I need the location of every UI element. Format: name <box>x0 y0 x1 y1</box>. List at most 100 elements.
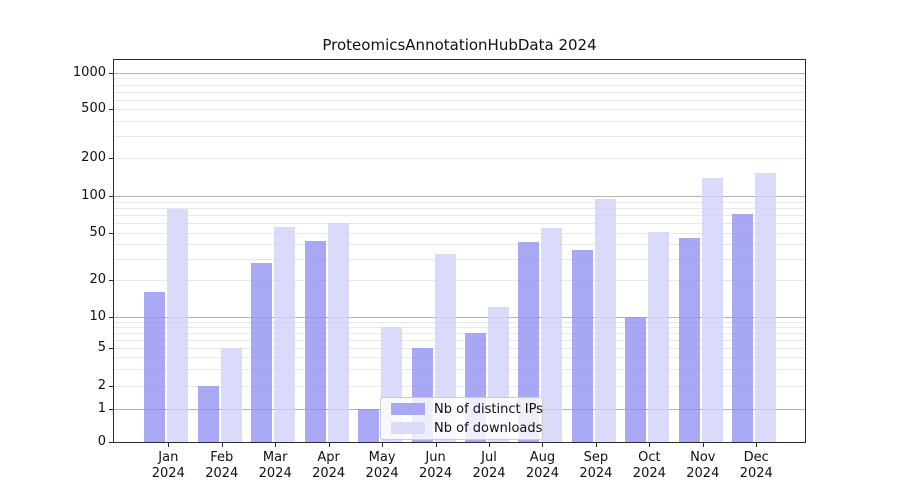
y-tick-label: 100 <box>81 188 106 203</box>
minor-gridline <box>114 326 805 328</box>
x-tick-year: 2024 <box>419 466 453 481</box>
bar-downloads <box>327 223 349 442</box>
x-tick-label: Feb 2024 <box>194 450 250 482</box>
x-tick-month: Oct <box>638 450 661 465</box>
x-tick-label: Dec 2024 <box>728 450 784 482</box>
minor-gridline <box>114 348 805 349</box>
minor-gridline <box>114 120 805 122</box>
y-tick-label: 2 <box>97 378 106 393</box>
bar-distinct-ips <box>571 249 593 442</box>
y-tick-label: 500 <box>81 101 106 116</box>
x-tick-month: Nov <box>690 450 716 465</box>
legend-swatch-downloads <box>391 422 425 434</box>
minor-gridline <box>114 259 805 261</box>
minor-gridline <box>114 369 805 371</box>
x-tick-label: Jul 2024 <box>461 450 517 482</box>
bar-downloads <box>594 198 616 442</box>
x-tick-mark <box>168 443 170 447</box>
bar-distinct-ips <box>625 317 647 442</box>
bar-distinct-ips <box>732 213 754 442</box>
x-tick-label: Aug 2024 <box>514 450 570 482</box>
x-tick-month: Aug <box>529 450 556 465</box>
minor-gridline <box>114 99 805 101</box>
legend-label-distinct-ips: Nb of distinct IPs <box>434 401 543 417</box>
y-tick-mark <box>109 442 113 443</box>
x-tick-year: 2024 <box>258 466 292 481</box>
x-tick-mark <box>221 443 223 447</box>
minor-gridline <box>114 201 805 203</box>
bar-distinct-ips <box>304 240 326 442</box>
x-tick-year: 2024 <box>739 466 773 481</box>
x-tick-label: Apr 2024 <box>301 450 357 482</box>
x-tick-year: 2024 <box>312 466 346 481</box>
y-tick-mark <box>109 386 113 387</box>
major-gridline <box>114 317 805 318</box>
x-tick-mark <box>435 443 437 447</box>
legend-label-downloads: Nb of downloads <box>434 420 543 436</box>
x-tick-month: May <box>368 450 396 465</box>
bar-downloads <box>167 209 189 442</box>
x-tick-label: Nov 2024 <box>675 450 731 482</box>
x-tick-year: 2024 <box>525 466 559 481</box>
x-tick-mark <box>275 443 277 447</box>
minor-gridline <box>114 280 805 281</box>
chart-title: ProteomicsAnnotationHubData 2024 <box>322 36 597 54</box>
x-tick-mark <box>756 443 758 447</box>
bar-distinct-ips <box>144 291 166 442</box>
x-tick-mark <box>702 443 704 447</box>
x-tick-label: Jun 2024 <box>408 450 464 482</box>
y-tick-label: 200 <box>81 150 106 165</box>
x-tick-year: 2024 <box>632 466 666 481</box>
y-tick-label: 20 <box>89 272 106 287</box>
y-tick-mark <box>109 109 113 110</box>
y-tick-label: 50 <box>89 225 106 240</box>
x-tick-year: 2024 <box>151 466 185 481</box>
bar-distinct-ips <box>678 238 700 442</box>
major-gridline <box>114 196 805 197</box>
minor-gridline <box>114 339 805 341</box>
y-tick-mark <box>109 233 113 234</box>
bar-distinct-ips <box>197 386 219 442</box>
bar-distinct-ips <box>518 241 540 442</box>
bar-downloads <box>434 254 456 442</box>
x-tick-year: 2024 <box>579 466 613 481</box>
x-tick-mark <box>595 443 597 447</box>
major-gridline <box>114 73 805 74</box>
legend-entry-distinct-ips: Nb of distinct IPs <box>391 401 543 417</box>
minor-gridline <box>114 109 805 110</box>
minor-gridline <box>114 386 805 387</box>
x-tick-year: 2024 <box>472 466 506 481</box>
x-tick-month: Jul <box>481 450 497 465</box>
bar-downloads <box>274 226 296 442</box>
minor-gridline <box>114 84 805 86</box>
x-tick-month: Dec <box>743 450 769 465</box>
legend-entry-downloads: Nb of downloads <box>391 420 542 436</box>
minor-gridline <box>114 244 805 246</box>
x-tick-year: 2024 <box>205 466 239 481</box>
bar-downloads <box>648 231 670 442</box>
bar-downloads <box>755 173 777 442</box>
minor-gridline <box>114 332 805 334</box>
minor-gridline <box>114 357 805 359</box>
bar-distinct-ips <box>358 409 380 442</box>
bar-downloads <box>541 227 563 442</box>
y-tick-label: 10 <box>89 309 106 324</box>
bar-downloads <box>220 348 242 442</box>
minor-gridline <box>114 215 805 217</box>
x-tick-mark <box>542 443 544 447</box>
x-tick-label: May 2024 <box>354 450 410 482</box>
minor-gridline <box>114 78 805 80</box>
minor-gridline <box>114 233 805 234</box>
x-tick-mark <box>489 443 490 447</box>
plot-area <box>113 59 806 443</box>
y-tick-mark <box>109 409 113 410</box>
minor-gridline <box>114 91 805 93</box>
y-tick-mark <box>109 280 113 281</box>
minor-gridline <box>114 207 805 209</box>
legend-swatch-distinct-ips <box>391 403 425 415</box>
x-tick-month: Mar <box>262 450 288 465</box>
minor-gridline <box>114 321 805 323</box>
x-tick-mark <box>382 443 384 447</box>
y-tick-label: 5 <box>97 340 106 355</box>
